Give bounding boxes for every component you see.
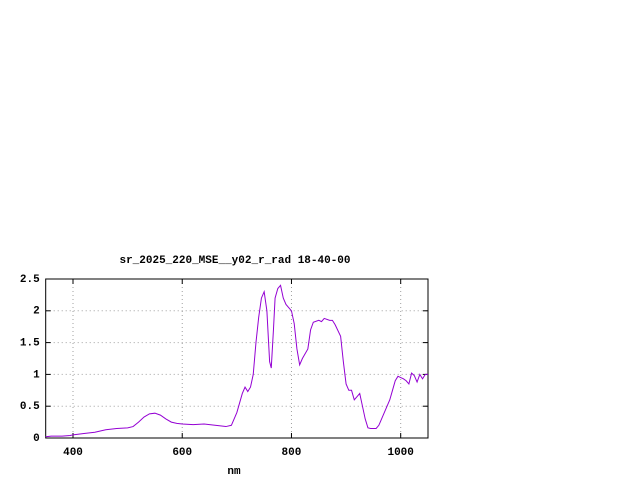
x-tick-label: 600 <box>172 447 192 459</box>
y-tick-label: 2.5 <box>20 274 40 286</box>
y-tick-label: 1.5 <box>20 338 40 350</box>
data-line <box>45 284 428 438</box>
y-tick-label: 0 <box>33 433 40 445</box>
y-tick-label: 1 <box>33 369 40 381</box>
x-tick-label: 1000 <box>387 447 413 459</box>
y-tick-label: 0.5 <box>20 401 40 413</box>
x-tick-label: 800 <box>282 447 302 459</box>
x-tick-label: 400 <box>63 447 83 459</box>
y-tick-label: 2 <box>33 306 40 318</box>
plot-border <box>45 278 429 439</box>
chart-title: sr_2025_220_MSE__y02_r_rad 18-40-00 <box>119 255 350 267</box>
x-axis-label: nm <box>227 466 241 478</box>
